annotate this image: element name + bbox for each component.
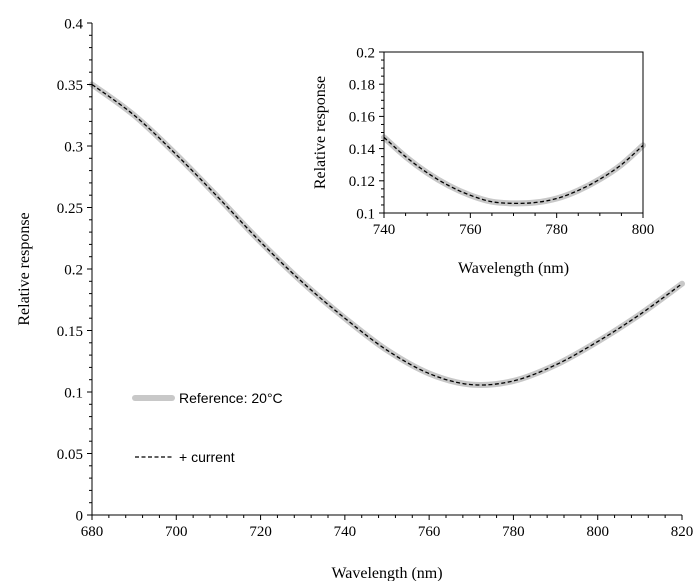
legend-label-reference: Reference: 20°C — [179, 390, 283, 406]
main-chart: 0 0.05 0.1 0.15 0.2 0.25 0.3 0.35 0.4 680 700 720 74… — [16, 16, 693, 581]
main-x-tick-label: 720 — [249, 524, 272, 540]
inset-y-tick-label: 0.12 — [349, 174, 375, 190]
main-x-tick-label: 800 — [586, 524, 609, 540]
inset-y-tick-label: 0.18 — [349, 77, 375, 93]
main-y-tick-label: 0.15 — [57, 324, 83, 340]
inset-y-axis-title: Relative response — [312, 76, 329, 189]
inset-chart: 0.1 0.12 0.14 0.16 0.18 0.2 740 760 780 800 Wavele… — [312, 45, 654, 277]
main-series-current-line — [91, 83, 683, 386]
main-y-tick-label: 0.2 — [64, 262, 83, 278]
main-y-tick-label: 0.3 — [64, 139, 83, 155]
main-x-tick-label: 680 — [81, 524, 104, 540]
inset-y-tick-label: 0.2 — [356, 45, 375, 61]
main-y-axis-title: Relative response — [16, 212, 33, 325]
main-x-tick-label: 700 — [165, 524, 188, 540]
main-y-tick-label: 0.35 — [57, 78, 83, 94]
inset-x-tick-label: 760 — [459, 222, 482, 238]
inset-series-current-line — [383, 136, 644, 205]
main-y-tick-label: 0 — [76, 508, 84, 524]
inset-y-tick-label: 0.16 — [349, 110, 376, 126]
inset-x-axis-title: Wavelength (nm) — [458, 260, 569, 277]
main-y-tick-label: 0.4 — [64, 16, 83, 32]
main-y-tick-label: 0.1 — [64, 385, 83, 401]
main-x-tick-label: 760 — [418, 524, 441, 540]
main-x-tick-label: 780 — [502, 524, 525, 540]
main-y-tick-label: 0.05 — [57, 447, 83, 463]
inset-plot-background — [384, 52, 643, 213]
inset-y-tick-label: 0.1 — [356, 206, 375, 222]
main-x-tick-label: 740 — [334, 524, 357, 540]
legend-label-current: + current — [179, 449, 235, 465]
main-x-axis-title: Wavelength (nm) — [331, 565, 442, 581]
main-x-tick-label: 820 — [671, 524, 694, 540]
inset-x-tick-label: 780 — [545, 222, 568, 238]
inset-y-tick-label: 0.14 — [349, 142, 376, 158]
legend: Reference: 20°C + current — [132, 390, 283, 465]
inset-x-tick-label: 740 — [373, 222, 396, 238]
main-y-tick-label: 0.25 — [57, 201, 83, 217]
inset-x-tick-label: 800 — [632, 222, 655, 238]
